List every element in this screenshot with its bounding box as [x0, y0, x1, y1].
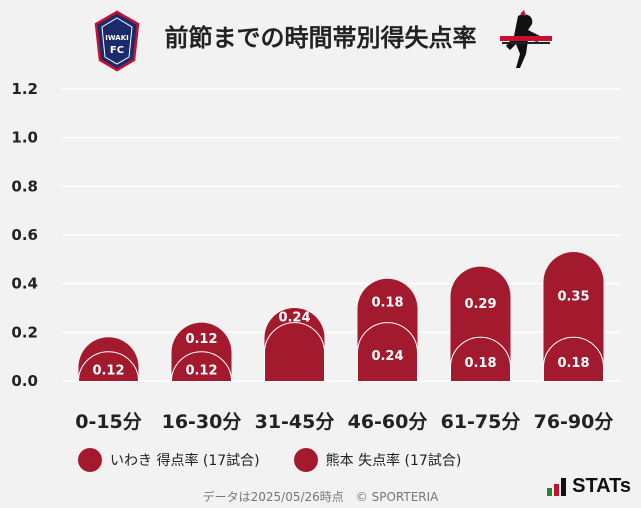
data-label-away: 0.24	[278, 310, 310, 325]
y-tick-label: 0.0	[11, 372, 38, 390]
data-label-home: 0.12	[92, 363, 124, 378]
y-tick-label: 0.6	[11, 226, 38, 244]
legend-label-home: いわき 得点率 (17試合)	[110, 453, 260, 469]
bar-home	[357, 322, 418, 381]
data-label-away: 0.35	[557, 290, 589, 305]
stats-brand: STATs	[547, 475, 631, 498]
legend: いわき 得点率 (17試合) 熊本 失点率 (17試合)	[78, 448, 461, 472]
x-tick-label: 61-75分	[441, 411, 521, 433]
data-label-away: 0.18	[371, 296, 403, 311]
x-tick-label: 46-60分	[348, 411, 428, 433]
data-source-footer: データは2025/05/26時点 © SPORTERIA	[202, 490, 439, 504]
legend-swatch-away	[293, 448, 318, 472]
stats-brand-text: STATs	[572, 475, 631, 497]
bar-home	[543, 336, 604, 381]
x-tick-label: 16-30分	[162, 411, 242, 433]
stats-logo-icon	[547, 477, 567, 496]
bar-home	[78, 351, 139, 382]
legend-label-away: 熊本 失点率 (17試合)	[325, 453, 462, 469]
roasso-kumamoto-logo	[500, 10, 552, 69]
bar-home	[264, 322, 325, 381]
bar-home	[171, 351, 232, 382]
y-tick-label: 0.4	[11, 275, 38, 293]
data-label-home: 0.24	[371, 349, 403, 364]
data-label-home: 0.12	[185, 363, 217, 378]
data-label-home: 0.18	[557, 356, 589, 371]
y-tick-label: 0.8	[11, 177, 38, 195]
y-tick-label: 1.0	[11, 129, 38, 147]
bar-home	[450, 336, 511, 381]
legend-swatch-home	[78, 448, 102, 472]
legend-item-home: いわき 得点率 (17試合)	[78, 448, 260, 472]
x-tick-label: 31-45分	[255, 411, 335, 433]
data-label-away: 0.12	[185, 332, 217, 347]
legend-item-away: 熊本 失点率 (17試合)	[293, 448, 462, 472]
x-tick-label: 76-90分	[534, 411, 614, 433]
data-label-away: 0.29	[464, 297, 496, 312]
iwaki-fc-logo: IWAKI FC	[94, 10, 140, 72]
chart-plot: 0.0 0.2 0.4 0.6 0.8 1.0 1.2 0.12 0-15分 0.12 0.12 16…	[11, 80, 620, 433]
svg-text:IWAKI: IWAKI	[105, 34, 128, 42]
data-label-home: 0.18	[464, 356, 496, 371]
y-tick-label: 1.2	[11, 80, 38, 98]
x-tick-label: 0-15分	[75, 411, 142, 433]
svg-text:FC: FC	[110, 45, 124, 56]
y-tick-label: 0.2	[11, 323, 38, 341]
chart-title: 前節までの時間帯別得失点率	[164, 24, 477, 52]
